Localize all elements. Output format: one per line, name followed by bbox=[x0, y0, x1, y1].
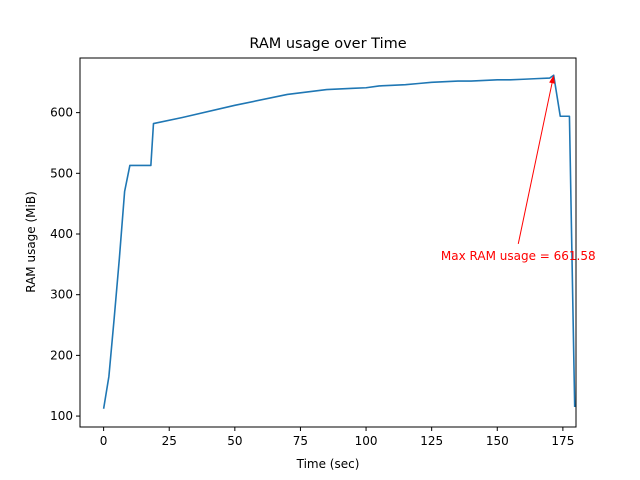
x-tick-label: 50 bbox=[227, 434, 242, 448]
chart-title: RAM usage over Time bbox=[249, 36, 406, 52]
series-line-0 bbox=[102, 74, 576, 409]
plot-area bbox=[102, 74, 576, 409]
plot-frame bbox=[79, 57, 577, 428]
y-axis-title: RAM usage (MiB) bbox=[24, 191, 38, 293]
x-tick-label: 150 bbox=[486, 434, 509, 448]
y-tick-label: 600 bbox=[50, 106, 73, 120]
annotation-arrow-head bbox=[549, 75, 555, 84]
x-axis-title: Time (sec) bbox=[296, 457, 360, 471]
max-annotation: Max RAM usage = 661.58 bbox=[441, 75, 596, 263]
x-tick-label: 25 bbox=[162, 434, 177, 448]
x-tick-label: 175 bbox=[551, 434, 574, 448]
y-tick-label: 400 bbox=[50, 227, 73, 241]
y-tick-label: 300 bbox=[50, 288, 73, 302]
y-tick-label: 200 bbox=[50, 348, 73, 362]
x-axis: 0 25 50 75 100 125 150 175 bbox=[100, 427, 574, 448]
y-axis: 100 200 300 400 500 600 bbox=[50, 106, 80, 423]
x-tick-label: 100 bbox=[355, 434, 378, 448]
x-tick-label: 75 bbox=[293, 434, 308, 448]
annotation-arrow-line bbox=[517, 82, 553, 244]
annotation-label: Max RAM usage = 661.58 bbox=[441, 249, 596, 263]
x-tick-label: 0 bbox=[100, 434, 108, 448]
y-tick-label: 500 bbox=[50, 166, 73, 180]
x-tick-label: 125 bbox=[420, 434, 443, 448]
y-tick-label: 100 bbox=[50, 409, 73, 423]
